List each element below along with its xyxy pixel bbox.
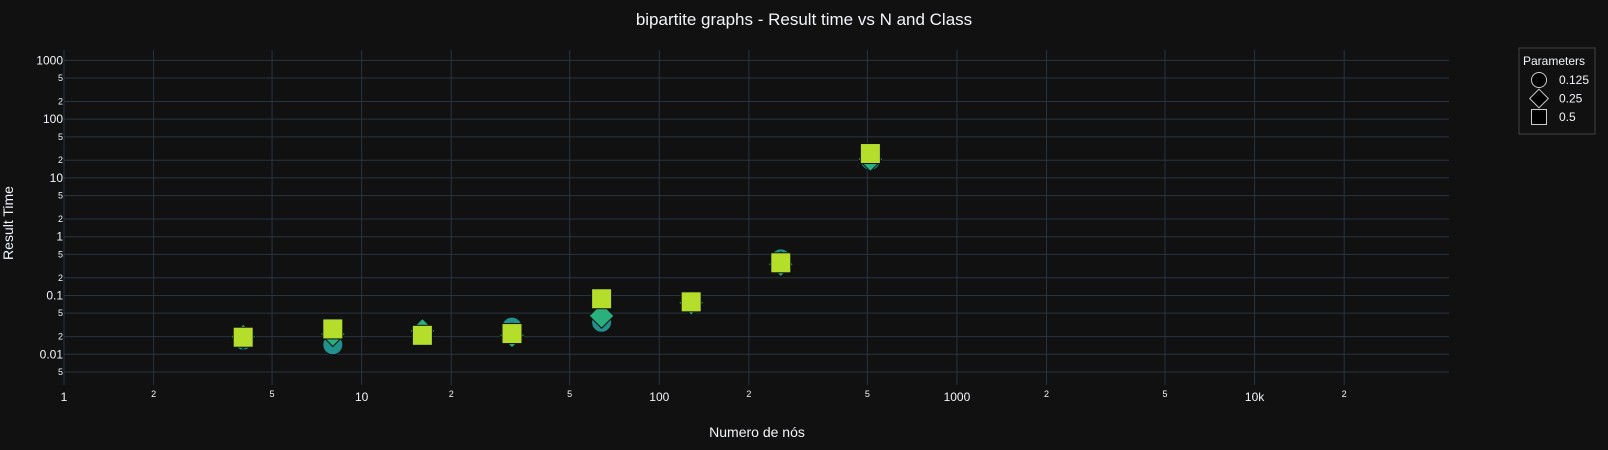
- x-axis: 1 10 100 1000 10k 2 5 2 5 2 5 2 5 2: [61, 389, 1347, 404]
- data-point-square: [770, 252, 792, 274]
- y-tick-label: 0.01: [40, 347, 64, 361]
- data-point-diamond: [588, 302, 615, 329]
- y-minor-tick-label: 5: [58, 367, 63, 377]
- plot-area: [230, 143, 884, 356]
- legend-item-label: 0.5: [1559, 110, 1576, 124]
- data-point-square: [680, 291, 702, 313]
- data-point-square: [501, 323, 523, 345]
- y-minor-tick-label: 2: [58, 96, 63, 106]
- x-minor-tick-label: 2: [151, 389, 156, 399]
- y-minor-tick-label: 5: [58, 73, 63, 83]
- y-minor-tick-label: 2: [58, 273, 63, 283]
- y-minor-tick-label: 5: [58, 191, 63, 201]
- y-tick-label: 0.1: [46, 288, 63, 302]
- x-minor-tick-label: 5: [270, 389, 275, 399]
- y-tick-label: 100: [43, 112, 63, 126]
- legend-title: Parameters: [1523, 54, 1585, 68]
- y-axis: 0.01 0.1 1 10 100 1000 5 2 5 2 5 2 5 2 5 2 5: [36, 53, 63, 377]
- x-tick-label: 10k: [1245, 390, 1265, 404]
- y-minor-tick-label: 5: [58, 132, 63, 142]
- x-tick-label: 1000: [944, 390, 971, 404]
- legend-item-label: 0.125: [1559, 73, 1589, 87]
- x-minor-tick-label: 2: [746, 389, 751, 399]
- legend-square-icon: [1531, 109, 1547, 125]
- x-minor-tick-label: 5: [1162, 389, 1167, 399]
- data-point-square: [859, 143, 881, 165]
- legend-item-label: 0.25: [1559, 92, 1583, 106]
- grid: [63, 50, 1449, 385]
- y-minor-tick-label: 5: [58, 308, 63, 318]
- data-point-square: [411, 324, 433, 346]
- y-tick-label: 10: [50, 171, 64, 185]
- x-minor-tick-label: 2: [449, 389, 454, 399]
- data-point-square: [322, 318, 344, 340]
- y-minor-tick-label: 2: [58, 332, 63, 342]
- x-minor-tick-label: 5: [567, 389, 572, 399]
- x-tick-label: 100: [649, 390, 669, 404]
- y-axis-title: Result Time: [0, 186, 16, 260]
- y-tick-label: 1: [56, 230, 63, 244]
- legend: Parameters 0.125 0.25 0.5: [1518, 47, 1596, 135]
- x-tick-label: 1: [61, 390, 68, 404]
- x-minor-tick-label: 5: [865, 389, 870, 399]
- data-point-square: [232, 326, 254, 348]
- data-point-square: [591, 288, 613, 310]
- x-minor-tick-label: 2: [1342, 389, 1347, 399]
- y-minor-tick-label: 5: [58, 249, 63, 259]
- x-axis-title: Numero de nós: [709, 424, 805, 440]
- legend-diamond-icon: [1528, 88, 1550, 109]
- x-minor-tick-label: 2: [1044, 389, 1049, 399]
- chart-title: bipartite graphs - Result time vs N and …: [636, 10, 972, 29]
- x-tick-label: 10: [355, 390, 369, 404]
- y-minor-tick-label: 2: [58, 155, 63, 165]
- y-minor-tick-label: 2: [58, 214, 63, 224]
- legend-circle-icon: [1531, 72, 1547, 88]
- y-tick-label: 1000: [36, 53, 63, 67]
